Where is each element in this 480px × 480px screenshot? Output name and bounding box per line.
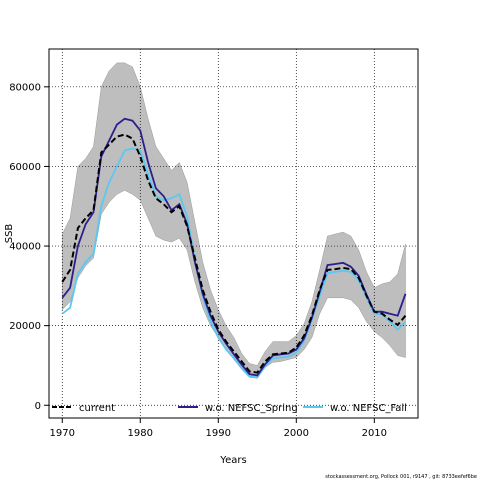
x-tick-label: 2010 bbox=[362, 428, 387, 439]
y-axis-label: SSB bbox=[4, 224, 15, 244]
series-line-0 bbox=[61, 133, 407, 374]
y-tick-label: 80000 bbox=[9, 82, 41, 93]
legend-label-0: current bbox=[79, 403, 115, 414]
x-tick-label: 1970 bbox=[50, 428, 75, 439]
series-lines bbox=[61, 117, 407, 379]
y-tick-label: 20000 bbox=[9, 321, 41, 332]
x-axis-label: Years bbox=[219, 455, 246, 466]
y-tick-label: 60000 bbox=[9, 162, 41, 173]
legend-label-2: w.o. NEFSC_Fall bbox=[330, 403, 407, 414]
plot-frame bbox=[48, 48, 419, 419]
axis-ticks: 1970 1980 1990 2000 2010 0 20000 40000 60000 8000… bbox=[9, 82, 387, 439]
legend-label-1: w.o. NEFSC_Spring bbox=[205, 403, 298, 414]
x-tick-label: 1980 bbox=[128, 428, 153, 439]
footnote: stockassessment.org, Pollock 001, r9147 … bbox=[325, 474, 477, 480]
y-tick-label: 0 bbox=[35, 401, 41, 412]
confidence-band bbox=[62, 62, 406, 379]
series-line-2 bbox=[61, 147, 407, 379]
y-tick-label: 40000 bbox=[9, 242, 41, 253]
confidence-band-area bbox=[62, 62, 406, 379]
x-tick-label: 2000 bbox=[284, 428, 309, 439]
x-tick-label: 1990 bbox=[206, 428, 231, 439]
series-line-1 bbox=[61, 117, 407, 377]
legend: current w.o. NEFSC_Spring w.o. NEFSC_Fall bbox=[52, 403, 407, 414]
